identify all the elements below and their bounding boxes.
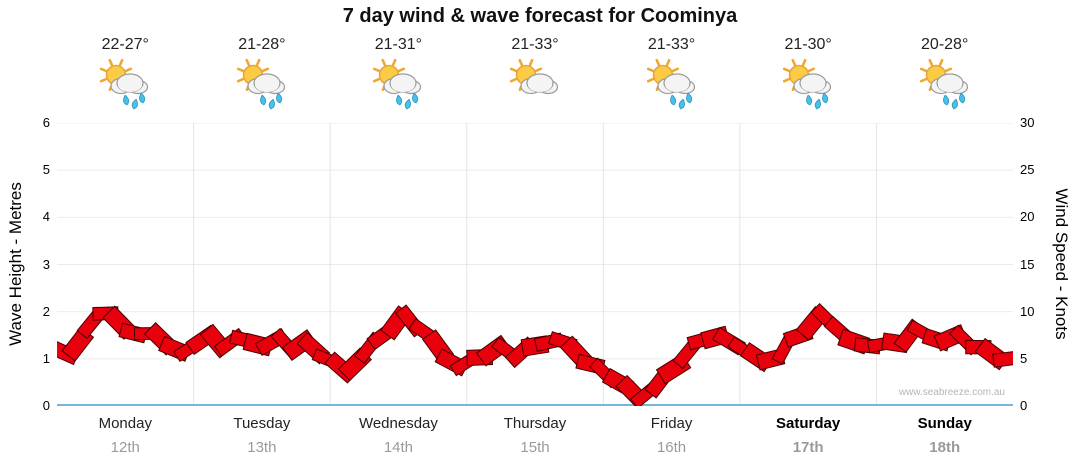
partly-cloudy-rain-icon [194, 58, 331, 112]
left-axis-tick-label: 4 [42, 209, 50, 225]
day-footers: Monday 12th Tuesday 13th Wednesday 14th Thursd… [57, 415, 1013, 456]
day-header-tuesday: 21-28° [194, 36, 331, 112]
day-name: Thursday [503, 415, 567, 432]
day-date: 17th [792, 439, 824, 456]
day-header-saturday: 21-30° [740, 36, 877, 112]
day-headers: 22-27° 21-28° 21-31° 21-33° [57, 36, 1013, 112]
day-name: Wednesday [358, 415, 438, 432]
plot-area [57, 123, 1013, 406]
day-name: Sunday [917, 415, 972, 432]
day-temp: 21-28° [238, 36, 286, 53]
day-temp: 21-33° [511, 36, 559, 53]
right-axis-tick-label: 20 [1020, 209, 1035, 225]
wind-flag [992, 350, 1013, 368]
partly-cloudy-rain-icon [330, 58, 467, 112]
day-name: Tuesday [233, 415, 291, 432]
right-axis-title: Wind Speed - Knots [1052, 188, 1071, 340]
page-title: 7 day wind & wave forecast for Coominya [342, 5, 738, 27]
day-header-wednesday: 21-31° [330, 36, 467, 112]
day-footer-sunday: Sunday 18th [876, 415, 1013, 456]
left-axis-tick-label: 1 [42, 350, 50, 366]
right-axis-tick-label: 30 [1020, 115, 1035, 130]
left-axis-tick-label: 5 [42, 162, 50, 178]
day-temp: 21-33° [647, 36, 696, 53]
day-footer-friday: Friday 16th [603, 415, 740, 456]
day-temp: 22-27° [101, 36, 149, 53]
day-header-sunday: 20-28° [876, 36, 1013, 112]
day-name: Friday [650, 415, 693, 432]
day-date: 13th [247, 439, 277, 456]
partly-cloudy-icon [467, 58, 604, 112]
day-name: Monday [98, 415, 152, 432]
left-axis-title: Wave Height - Metres [6, 182, 25, 346]
day-header-friday: 21-33° [603, 36, 740, 112]
right-axis-tick-label: 10 [1020, 303, 1035, 319]
day-footer-saturday: Saturday 17th [740, 415, 877, 456]
partly-cloudy-rain-icon [740, 58, 877, 112]
right-axis-tick-label: 25 [1020, 162, 1035, 178]
left-axis-tick-label: 6 [42, 115, 50, 130]
partly-cloudy-rain-icon [57, 58, 194, 112]
day-footer-tuesday: Tuesday 13th [194, 415, 331, 456]
day-date: 15th [520, 439, 550, 456]
day-date: 18th [929, 439, 961, 456]
day-name: Saturday [776, 415, 841, 432]
day-footer-thursday: Thursday 15th [467, 415, 604, 456]
partly-cloudy-rain-icon [876, 58, 1013, 112]
day-header-monday: 22-27° [57, 36, 194, 112]
right-axis-tick-label: 0 [1020, 398, 1028, 413]
left-axis-tick-label: 2 [42, 303, 50, 319]
day-temp: 21-30° [784, 36, 832, 53]
watermark: www.seabreeze.com.au [898, 387, 1005, 398]
day-footer-monday: Monday 12th [57, 415, 194, 456]
day-date: 14th [383, 439, 414, 456]
right-axis-tick-label: 5 [1020, 350, 1028, 366]
day-date: 12th [110, 439, 140, 456]
right-axis-tick-label: 15 [1020, 256, 1035, 272]
day-date: 16th [656, 439, 687, 456]
day-temp: 21-31° [374, 36, 423, 53]
partly-cloudy-rain-icon [603, 58, 740, 112]
wind-flag-series [57, 303, 1013, 406]
day-temp: 20-28° [921, 36, 969, 53]
left-axis-tick-label: 0 [42, 398, 50, 413]
wind-chart [57, 123, 1013, 406]
left-axis-tick-label: 3 [42, 256, 50, 272]
day-header-thursday: 21-33° [467, 36, 604, 112]
day-footer-wednesday: Wednesday 14th [330, 415, 467, 456]
